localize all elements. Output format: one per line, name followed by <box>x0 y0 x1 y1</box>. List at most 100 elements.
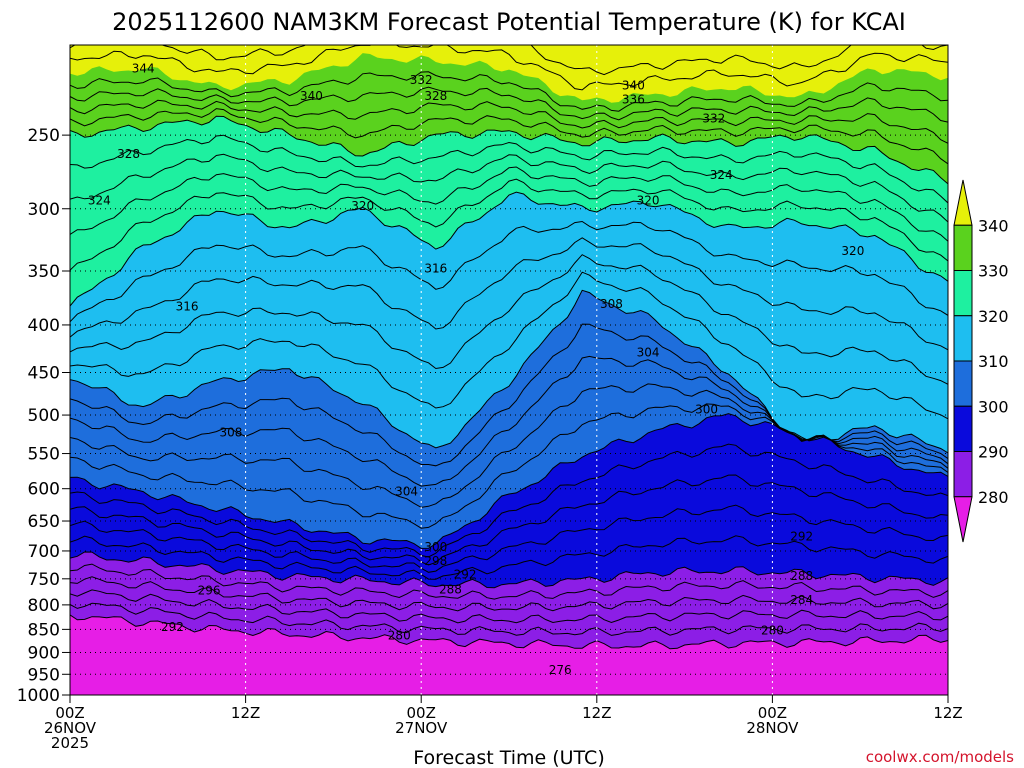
contour-label: 304 <box>395 484 418 498</box>
isentrope-300 <box>70 413 948 549</box>
contour-label: 284 <box>790 593 813 607</box>
isentrope-334 <box>70 99 948 144</box>
x-tick-label: 00Z <box>407 704 436 722</box>
isentrope-286 <box>70 576 948 612</box>
contour-label: 308 <box>600 297 623 311</box>
contour-label: 288 <box>790 569 813 583</box>
y-tick-label: 350 <box>28 262 60 282</box>
legend-label: 310 <box>978 352 1009 371</box>
x-tick-label: 27NOV <box>395 719 448 737</box>
x-tick-label: 00Z <box>758 704 787 722</box>
y-tick-label: 600 <box>28 480 60 500</box>
legend-swatch <box>953 405 973 452</box>
contour-label: 328 <box>424 89 447 103</box>
credit-text: coolwx.com/models <box>866 748 1014 766</box>
legend-label: 320 <box>978 307 1009 326</box>
y-tick-label: 550 <box>28 445 60 465</box>
isentrope-314 <box>70 254 948 385</box>
legend-swatch <box>953 270 973 317</box>
grid-lines <box>70 45 948 695</box>
contour-label: 316 <box>424 262 447 276</box>
isentrope-344 <box>70 45 948 76</box>
isentrope-320 <box>70 191 948 307</box>
isentrope-282 <box>70 602 948 636</box>
color-legend: 340 330 320 310 300 290 280 <box>953 179 1009 543</box>
isentrope-288 <box>70 563 948 600</box>
isentrope-280 <box>70 614 948 650</box>
y-tick-label: 700 <box>28 542 60 562</box>
isentrope-284 <box>70 589 948 624</box>
contour-label: 296 <box>198 583 221 597</box>
x-tick-label: 26NOV <box>44 719 97 737</box>
contour-label: 298 <box>424 554 447 568</box>
chart-title: 2025112600 NAM3KM Forecast Potential Tem… <box>112 8 906 36</box>
contour-label: 280 <box>761 623 784 637</box>
x-axis-label: Forecast Time (UTC) <box>413 747 604 768</box>
x-tick-label: 2025 <box>51 734 89 752</box>
contour-label: 280 <box>388 628 411 642</box>
contour-label: 320 <box>637 194 660 208</box>
y-tick-label: 750 <box>28 570 60 590</box>
contour-label: 340 <box>622 78 645 92</box>
y-tick-label: 300 <box>28 200 60 220</box>
contour-label: 324 <box>710 168 733 182</box>
contour-label: 332 <box>702 112 725 126</box>
contour-label: 276 <box>549 663 572 677</box>
isentrope-292 <box>70 535 948 580</box>
y-tick-label: 650 <box>28 512 60 532</box>
contour-label: 328 <box>117 147 140 161</box>
contour-label: 320 <box>351 199 374 213</box>
isentrope-328 <box>70 134 948 204</box>
y-axis: 250 300 350 400 450 500 550 600 650 700 750 800 850 9… <box>17 126 70 706</box>
legend-swatch <box>953 179 973 226</box>
legend-swatch <box>953 451 973 498</box>
band-340-350 <box>70 45 948 103</box>
legend-swatch <box>953 224 973 271</box>
legend-label: 290 <box>978 443 1009 462</box>
y-tick-label: 400 <box>28 316 60 336</box>
isentrope-310 <box>70 289 948 454</box>
contour-label: 304 <box>637 345 660 359</box>
y-tick-label: 950 <box>28 665 60 685</box>
y-tick-label: 900 <box>28 643 60 663</box>
x-tick-label: 12Z <box>231 704 260 722</box>
contour-label: 316 <box>176 299 199 313</box>
isentrope-298 <box>70 443 948 558</box>
isentrope-lines <box>70 45 948 650</box>
x-tick-label: 00Z <box>55 704 84 722</box>
contour-label: 292 <box>161 620 184 634</box>
contour-label: 288 <box>439 582 462 596</box>
x-tick-label: 12Z <box>933 704 962 722</box>
isentrope-316 <box>70 237 948 351</box>
isentrope-296 <box>70 474 948 566</box>
legend-swatch <box>953 496 973 543</box>
isentrope-322 <box>70 178 948 271</box>
contour-label: 320 <box>841 244 864 258</box>
legend-swatch <box>953 360 973 407</box>
isentrope-326 <box>70 153 948 223</box>
theta-fill-bands <box>70 45 948 695</box>
y-tick-label: 500 <box>28 406 60 426</box>
legend-swatch <box>953 315 973 362</box>
isentrope-290 <box>70 551 948 589</box>
isentrope-324 <box>70 166 948 242</box>
contour-label: 292 <box>790 529 813 543</box>
isentrope-342 <box>70 45 948 91</box>
isentrope-308 <box>70 323 948 467</box>
isentrope-312 <box>70 271 948 420</box>
y-tick-label: 800 <box>28 596 60 616</box>
isentrope-330 <box>70 115 948 185</box>
x-tick-label: 12Z <box>582 704 611 722</box>
isentrope-302 <box>70 403 948 529</box>
contour-label: 300 <box>695 402 718 416</box>
isentrope-336 <box>70 86 948 123</box>
contour-label: 300 <box>424 540 447 554</box>
contour-label: 340 <box>300 89 323 103</box>
contour-label: 344 <box>132 62 155 76</box>
y-tick-label: 1000 <box>17 686 60 706</box>
contour-label: 324 <box>88 194 111 208</box>
y-tick-label: 450 <box>28 364 60 384</box>
legend-label: 330 <box>978 262 1009 281</box>
